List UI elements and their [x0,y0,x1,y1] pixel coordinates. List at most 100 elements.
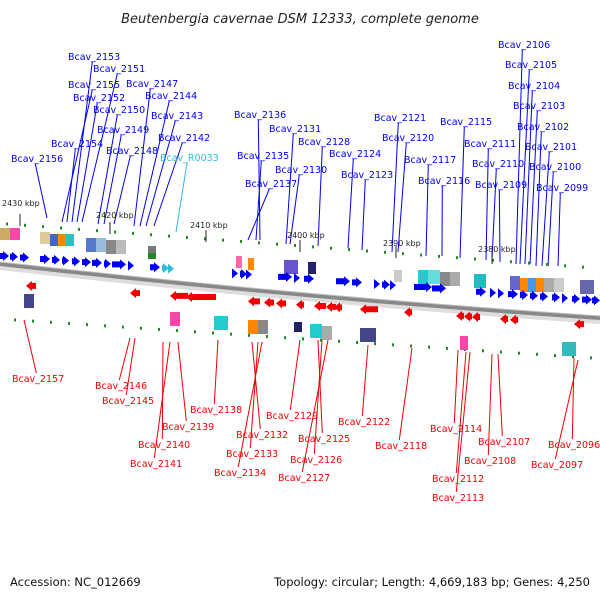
forward-gene-arrow[interactable] [104,258,111,269]
forward-gene-arrow[interactable] [232,268,238,279]
gene-label-bcav_2129[interactable]: Bcav_2129 [266,411,318,422]
gene-label-bcav_r0033[interactable]: Bcav_R0033 [160,153,219,164]
gene-label-bcav_2097[interactable]: Bcav_2097 [531,460,583,471]
gene-label-bcav_2148[interactable]: Bcav_2148 [106,146,158,157]
reverse-gene-arrow[interactable] [326,301,336,312]
forward-gene-arrow[interactable] [382,279,390,290]
gene-label-bcav_2120[interactable]: Bcav_2120 [382,133,434,144]
gene-label-bcav_2127[interactable]: Bcav_2127 [278,473,330,484]
gene-label-bcav_2134[interactable]: Bcav_2134 [214,468,266,479]
forward-gene-arrow[interactable] [112,259,126,270]
reverse-gene-arrow[interactable] [276,298,286,309]
gene-label-bcav_2100[interactable]: Bcav_2100 [529,162,581,173]
gene-label-bcav_2118[interactable]: Bcav_2118 [375,441,427,452]
reverse-gene-arrow[interactable] [170,290,188,301]
forward-gene-arrow[interactable] [490,287,496,298]
reverse-gene-arrow[interactable] [248,296,260,307]
reverse-gene-arrow[interactable] [186,292,216,303]
forward-gene-arrow[interactable] [540,291,548,302]
forward-gene-arrow[interactable] [162,263,169,274]
reverse-gene-arrow[interactable] [130,288,140,299]
forward-gene-arrow[interactable] [552,292,560,303]
reverse-gene-arrow[interactable] [264,297,274,308]
reverse-gene-arrow[interactable] [456,310,464,321]
gene-label-bcav_2096[interactable]: Bcav_2096 [548,440,600,451]
forward-gene-arrow[interactable] [582,294,592,305]
forward-gene-arrow[interactable] [240,269,247,279]
gene-label-bcav_2147[interactable]: Bcav_2147 [126,79,178,90]
forward-gene-arrow[interactable] [82,257,91,268]
gene-label-bcav_2157[interactable]: Bcav_2157 [12,374,64,385]
forward-gene-arrow[interactable] [72,256,80,267]
reverse-gene-arrow[interactable] [360,304,378,315]
gene-label-bcav_2106[interactable]: Bcav_2106 [498,40,550,51]
gene-label-bcav_2111[interactable]: Bcav_2111 [464,139,516,150]
forward-gene-arrow[interactable] [562,293,568,304]
forward-gene-arrow[interactable] [0,251,9,261]
gene-label-bcav_2099[interactable]: Bcav_2099 [536,183,588,194]
gene-label-bcav_2108[interactable]: Bcav_2108 [464,456,516,467]
gene-label-bcav_2107[interactable]: Bcav_2107 [478,437,530,448]
gene-label-bcav_2124[interactable]: Bcav_2124 [329,149,381,160]
forward-gene-arrow[interactable] [294,273,300,284]
forward-gene-arrow[interactable] [246,269,252,280]
gene-label-bcav_2113[interactable]: Bcav_2113 [432,493,484,504]
reverse-gene-arrow[interactable] [334,302,342,313]
forward-gene-arrow[interactable] [520,290,528,300]
gene-label-bcav_2130[interactable]: Bcav_2130 [275,165,327,176]
forward-gene-arrow[interactable] [476,286,486,297]
gene-label-bcav_2146[interactable]: Bcav_2146 [95,381,147,392]
forward-gene-arrow[interactable] [304,273,314,284]
gene-label-bcav_2136[interactable]: Bcav_2136 [234,110,286,121]
gene-label-bcav_2154[interactable]: Bcav_2154 [51,139,103,150]
gene-label-bcav_2142[interactable]: Bcav_2142 [158,133,210,144]
gene-label-bcav_2137[interactable]: Bcav_2137 [245,179,297,190]
forward-gene-arrow[interactable] [592,295,600,306]
reverse-gene-arrow[interactable] [404,307,412,318]
gene-label-bcav_2125[interactable]: Bcav_2125 [298,434,350,445]
forward-gene-arrow[interactable] [572,293,580,304]
gene-label-bcav_2109[interactable]: Bcav_2109 [475,180,527,191]
reverse-gene-arrow[interactable] [472,312,480,323]
forward-gene-arrow[interactable] [40,254,50,264]
gene-label-bcav_2144[interactable]: Bcav_2144 [145,91,197,102]
forward-gene-arrow[interactable] [508,289,518,300]
forward-gene-arrow[interactable] [432,283,446,294]
reverse-gene-arrow[interactable] [574,319,584,330]
gene-label-bcav_2105[interactable]: Bcav_2105 [505,60,557,71]
gene-label-bcav_2155[interactable]: Bcav_2155 [68,80,120,91]
gene-label-bcav_2143[interactable]: Bcav_2143 [151,111,203,122]
gene-label-bcav_2151[interactable]: Bcav_2151 [93,64,145,75]
reverse-gene-arrow[interactable] [26,280,36,291]
forward-gene-arrow[interactable] [52,254,60,265]
gene-label-bcav_2112[interactable]: Bcav_2112 [432,474,484,485]
gene-label-bcav_2117[interactable]: Bcav_2117 [404,155,456,166]
forward-gene-arrow[interactable] [530,290,538,301]
forward-gene-arrow[interactable] [92,257,102,268]
gene-label-bcav_2149[interactable]: Bcav_2149 [97,125,149,136]
gene-label-bcav_2131[interactable]: Bcav_2131 [269,124,321,135]
gene-label-bcav_2115[interactable]: Bcav_2115 [440,117,492,128]
gene-label-bcav_2133[interactable]: Bcav_2133 [226,449,278,460]
gene-label-bcav_2104[interactable]: Bcav_2104 [508,81,560,92]
gene-label-bcav_2103[interactable]: Bcav_2103 [513,101,565,112]
reverse-gene-arrow[interactable] [296,299,304,310]
reverse-gene-arrow[interactable] [500,314,508,324]
forward-gene-arrow[interactable] [336,276,350,287]
gene-label-bcav_2141[interactable]: Bcav_2141 [130,459,182,470]
gene-label-bcav_2102[interactable]: Bcav_2102 [517,122,569,133]
gene-label-bcav_2110[interactable]: Bcav_2110 [472,159,524,170]
forward-gene-arrow[interactable] [498,288,504,299]
gene-label-bcav_2128[interactable]: Bcav_2128 [298,137,350,148]
forward-gene-arrow[interactable] [150,262,160,273]
forward-gene-arrow[interactable] [352,277,362,288]
forward-gene-arrow[interactable] [20,252,29,263]
gene-label-bcav_2101[interactable]: Bcav_2101 [525,142,577,153]
gene-label-bcav_2138[interactable]: Bcav_2138 [190,405,242,416]
forward-gene-arrow[interactable] [168,263,174,274]
gene-label-bcav_2139[interactable]: Bcav_2139 [162,422,214,433]
gene-label-bcav_2135[interactable]: Bcav_2135 [237,151,289,162]
gene-label-bcav_2150[interactable]: Bcav_2150 [93,105,145,116]
forward-gene-arrow[interactable] [10,251,18,262]
gene-label-bcav_2122[interactable]: Bcav_2122 [338,417,390,428]
